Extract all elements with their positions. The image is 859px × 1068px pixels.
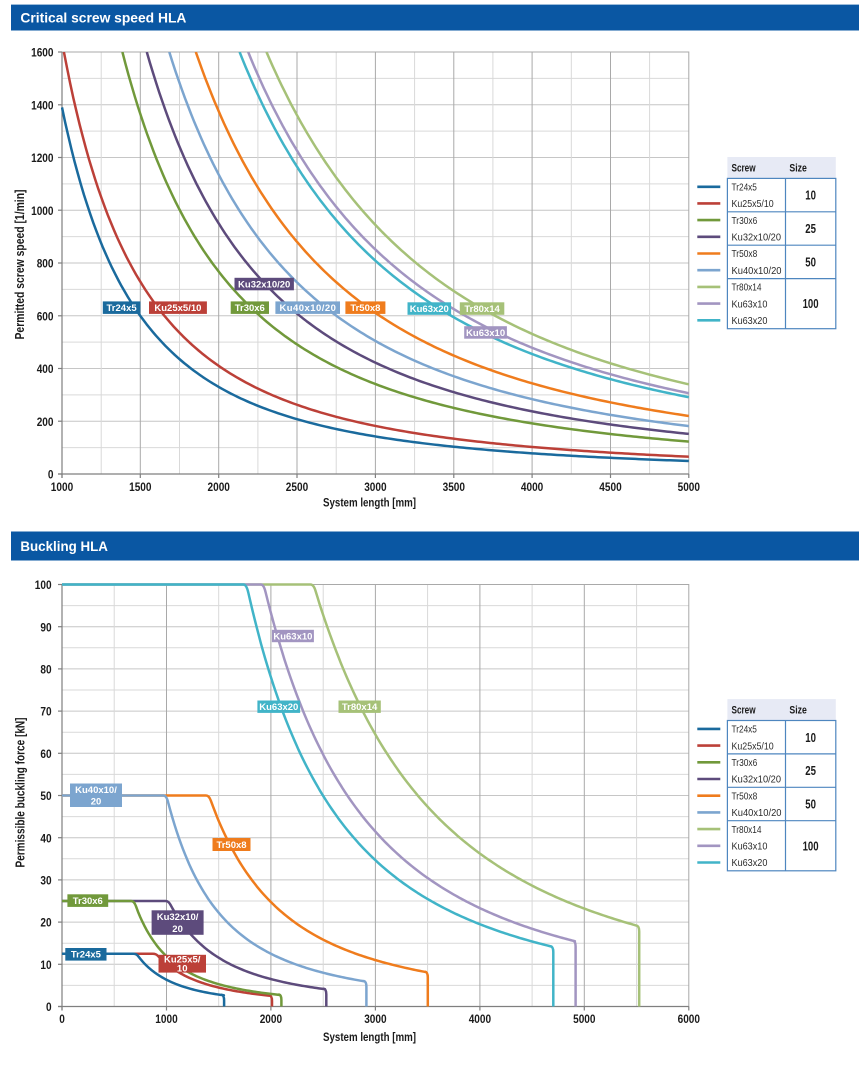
svg-text:Tr24x5: Tr24x5: [732, 724, 758, 736]
svg-text:Ku63x20: Ku63x20: [732, 315, 768, 327]
svg-text:Tr80x14: Tr80x14: [464, 304, 500, 315]
svg-text:Screw: Screw: [732, 163, 756, 175]
svg-text:10: 10: [805, 188, 816, 203]
svg-text:400: 400: [37, 362, 54, 376]
svg-text:Ku25x5/10: Ku25x5/10: [732, 198, 774, 210]
svg-text:Ku25x5/10: Ku25x5/10: [154, 303, 201, 314]
svg-text:Tr50x8: Tr50x8: [732, 248, 758, 260]
svg-text:Size: Size: [789, 163, 806, 175]
svg-text:Ku40x10/20: Ku40x10/20: [732, 807, 782, 819]
svg-text:30: 30: [40, 874, 51, 888]
svg-text:3000: 3000: [364, 480, 387, 494]
svg-text:System length [mm]: System length [mm]: [323, 1030, 416, 1044]
svg-text:Tr24x5: Tr24x5: [732, 181, 758, 193]
svg-text:Ku63x20: Ku63x20: [732, 857, 768, 869]
svg-text:50: 50: [40, 789, 51, 803]
svg-text:Critical screw speed HLA: Critical screw speed HLA: [20, 9, 186, 25]
svg-text:Tr30x6: Tr30x6: [732, 757, 758, 769]
svg-text:Tr50x8: Tr50x8: [732, 790, 758, 802]
svg-text:Tr30x6: Tr30x6: [73, 896, 103, 907]
svg-text:200: 200: [37, 415, 54, 429]
svg-text:25: 25: [805, 763, 816, 778]
svg-text:Ku25x5/: Ku25x5/: [164, 955, 201, 966]
svg-text:4000: 4000: [521, 480, 544, 494]
svg-text:100: 100: [803, 296, 819, 311]
svg-text:800: 800: [37, 257, 54, 271]
svg-text:4000: 4000: [469, 1012, 492, 1026]
svg-text:100: 100: [35, 578, 52, 592]
svg-text:Ku32x10/20: Ku32x10/20: [732, 232, 782, 244]
svg-text:System length [mm]: System length [mm]: [323, 496, 416, 510]
svg-text:Tr80x14: Tr80x14: [732, 282, 762, 294]
svg-text:2000: 2000: [208, 480, 231, 494]
svg-text:20: 20: [91, 797, 102, 808]
svg-text:Ku32x10/20: Ku32x10/20: [238, 280, 290, 291]
svg-text:1200: 1200: [31, 151, 54, 165]
svg-text:Ku63x10: Ku63x10: [732, 841, 768, 853]
svg-text:50: 50: [805, 797, 816, 812]
svg-text:Tr30x6: Tr30x6: [732, 215, 758, 227]
svg-text:Tr80x14: Tr80x14: [342, 702, 378, 713]
svg-text:Ku63x10: Ku63x10: [466, 328, 505, 339]
svg-text:0: 0: [46, 1000, 52, 1014]
svg-text:Ku25x5/10: Ku25x5/10: [732, 740, 774, 752]
svg-text:60: 60: [40, 747, 51, 761]
svg-text:Tr50x8: Tr50x8: [216, 840, 246, 851]
svg-text:Ku40x10/20: Ku40x10/20: [279, 303, 336, 314]
svg-text:Permitted screw speed [1/min]: Permitted screw speed [1/min]: [13, 190, 27, 340]
svg-text:20: 20: [40, 916, 51, 930]
svg-text:1000: 1000: [155, 1012, 178, 1026]
svg-text:600: 600: [37, 309, 54, 323]
svg-text:2000: 2000: [260, 1012, 283, 1026]
svg-text:1600: 1600: [31, 46, 54, 60]
svg-text:20: 20: [172, 924, 183, 935]
svg-text:0: 0: [59, 1012, 65, 1026]
svg-text:Ku63x10: Ku63x10: [273, 631, 312, 642]
svg-text:3500: 3500: [443, 480, 466, 494]
svg-text:1000: 1000: [51, 480, 74, 494]
svg-text:0: 0: [48, 468, 54, 482]
svg-text:Ku40x10/20: Ku40x10/20: [732, 265, 782, 277]
svg-text:100: 100: [803, 838, 819, 853]
svg-text:50: 50: [805, 255, 816, 270]
svg-text:80: 80: [40, 663, 51, 677]
svg-text:6000: 6000: [678, 1012, 701, 1026]
svg-text:40: 40: [40, 831, 51, 845]
svg-text:Ku63x20: Ku63x20: [410, 304, 449, 315]
svg-text:Buckling HLA: Buckling HLA: [20, 538, 108, 554]
svg-text:5000: 5000: [678, 480, 701, 494]
svg-text:Ku32x10/20: Ku32x10/20: [732, 774, 782, 786]
svg-text:2500: 2500: [286, 480, 309, 494]
svg-text:Tr50x8: Tr50x8: [350, 303, 380, 314]
svg-text:10: 10: [40, 958, 51, 972]
svg-text:70: 70: [40, 705, 51, 719]
svg-text:Tr30x6: Tr30x6: [235, 303, 265, 314]
svg-text:10: 10: [805, 730, 816, 745]
svg-text:4500: 4500: [599, 480, 622, 494]
svg-text:Screw: Screw: [732, 705, 756, 717]
svg-text:1400: 1400: [31, 98, 54, 112]
svg-text:10: 10: [177, 964, 188, 975]
svg-text:Ku40x10/: Ku40x10/: [75, 785, 117, 796]
svg-text:Ku63x10: Ku63x10: [732, 298, 768, 310]
svg-text:Permissible buckling force [kN: Permissible buckling force [kN]: [14, 718, 28, 868]
svg-text:Tr24x5: Tr24x5: [107, 303, 138, 314]
svg-text:Size: Size: [789, 705, 806, 717]
svg-text:3000: 3000: [364, 1012, 387, 1026]
svg-text:Tr80x14: Tr80x14: [732, 824, 762, 836]
svg-text:Ku63x20: Ku63x20: [259, 702, 298, 713]
svg-text:90: 90: [40, 620, 51, 634]
svg-text:5000: 5000: [573, 1012, 596, 1026]
svg-text:1500: 1500: [129, 480, 152, 494]
svg-text:25: 25: [805, 221, 816, 236]
svg-text:1000: 1000: [31, 204, 54, 218]
svg-text:Tr24x5: Tr24x5: [71, 950, 102, 961]
svg-text:Ku32x10/: Ku32x10/: [157, 912, 199, 923]
